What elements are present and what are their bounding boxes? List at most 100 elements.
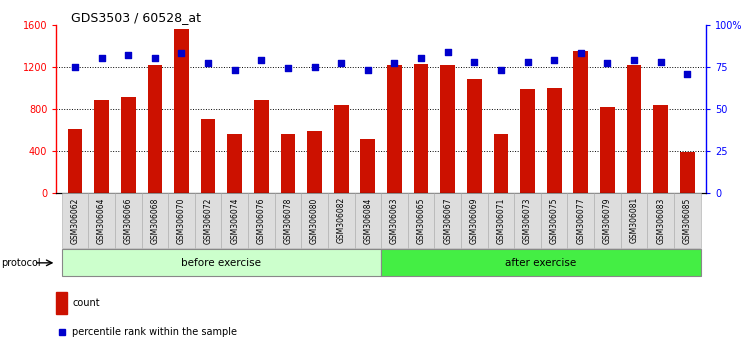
Point [149,56,161,61]
Point [282,66,294,72]
Text: after exercise: after exercise [505,258,577,268]
Text: GSM306077: GSM306077 [576,197,585,244]
Bar [440,65,455,193]
Text: before exercise: before exercise [182,258,261,268]
Text: GSM306074: GSM306074 [231,197,240,244]
Bar [68,129,83,193]
Bar [95,101,109,193]
Bar [174,29,189,193]
Bar [493,134,508,193]
Bar [414,64,428,193]
Point [469,59,481,65]
Bar [674,193,701,248]
Point [548,57,560,63]
Bar [680,152,695,193]
Point [335,61,347,66]
Point [442,49,454,55]
Bar [360,139,376,193]
Point [655,59,667,65]
Point [176,51,188,56]
Bar [275,193,301,248]
Point [255,57,267,63]
Bar [647,193,674,248]
Bar [56,292,67,314]
Point [69,64,81,70]
Bar [222,193,248,248]
Bar [520,89,535,193]
Point [575,51,587,56]
Bar [121,97,135,193]
Bar [600,107,615,193]
Text: GSM306070: GSM306070 [177,197,186,244]
Bar [653,105,668,193]
Text: GSM306075: GSM306075 [550,197,559,244]
Bar [621,193,647,248]
Point [388,61,400,66]
Bar [627,65,641,193]
Bar [89,193,115,248]
Bar [248,193,275,248]
Bar [281,134,295,193]
Text: count: count [72,298,100,308]
Bar [301,193,328,248]
Bar [594,193,621,248]
Bar [467,79,481,193]
Point [122,52,134,58]
Bar [307,131,322,193]
Bar [201,119,216,193]
Text: GSM306062: GSM306062 [71,197,80,244]
Bar [387,65,402,193]
Text: GSM306073: GSM306073 [523,197,532,244]
Text: GSM306071: GSM306071 [496,197,505,244]
Text: GSM306085: GSM306085 [683,197,692,244]
Text: GSM306063: GSM306063 [390,197,399,244]
Point [681,71,693,76]
Bar [487,193,514,248]
Point [495,67,507,73]
Text: GSM306083: GSM306083 [656,197,665,244]
Point [309,64,321,70]
Point [521,59,533,65]
Point [229,67,241,73]
Bar [195,193,222,248]
Bar [541,193,568,248]
Bar [574,51,588,193]
Bar [382,193,408,248]
Text: GSM306082: GSM306082 [336,197,345,244]
Bar [514,193,541,248]
Text: GSM306065: GSM306065 [417,197,426,244]
Bar [408,193,434,248]
Text: GSM306064: GSM306064 [97,197,106,244]
FancyBboxPatch shape [62,249,382,276]
Bar [115,193,141,248]
Text: GSM306080: GSM306080 [310,197,319,244]
Text: GSM306069: GSM306069 [470,197,479,244]
Text: GSM306066: GSM306066 [124,197,133,244]
Text: GSM306068: GSM306068 [150,197,159,244]
Text: GSM306076: GSM306076 [257,197,266,244]
Bar [254,101,269,193]
Text: GDS3503 / 60528_at: GDS3503 / 60528_at [71,11,201,24]
Point [95,56,107,61]
Text: GSM306072: GSM306072 [204,197,213,244]
FancyBboxPatch shape [382,249,701,276]
Text: protocol: protocol [2,258,41,268]
Point [202,61,214,66]
Bar [168,193,195,248]
Bar [434,193,461,248]
Bar [141,193,168,248]
Bar [354,193,382,248]
Bar [62,193,89,248]
Text: percentile rank within the sample: percentile rank within the sample [72,327,237,337]
Bar [147,65,162,193]
Point [362,67,374,73]
Bar [547,88,562,193]
Text: GSM306084: GSM306084 [363,197,372,244]
Bar [461,193,487,248]
Text: GSM306078: GSM306078 [283,197,292,244]
Text: GSM306067: GSM306067 [443,197,452,244]
Bar [328,193,354,248]
Bar [568,193,594,248]
Point [602,61,614,66]
Bar [334,105,348,193]
